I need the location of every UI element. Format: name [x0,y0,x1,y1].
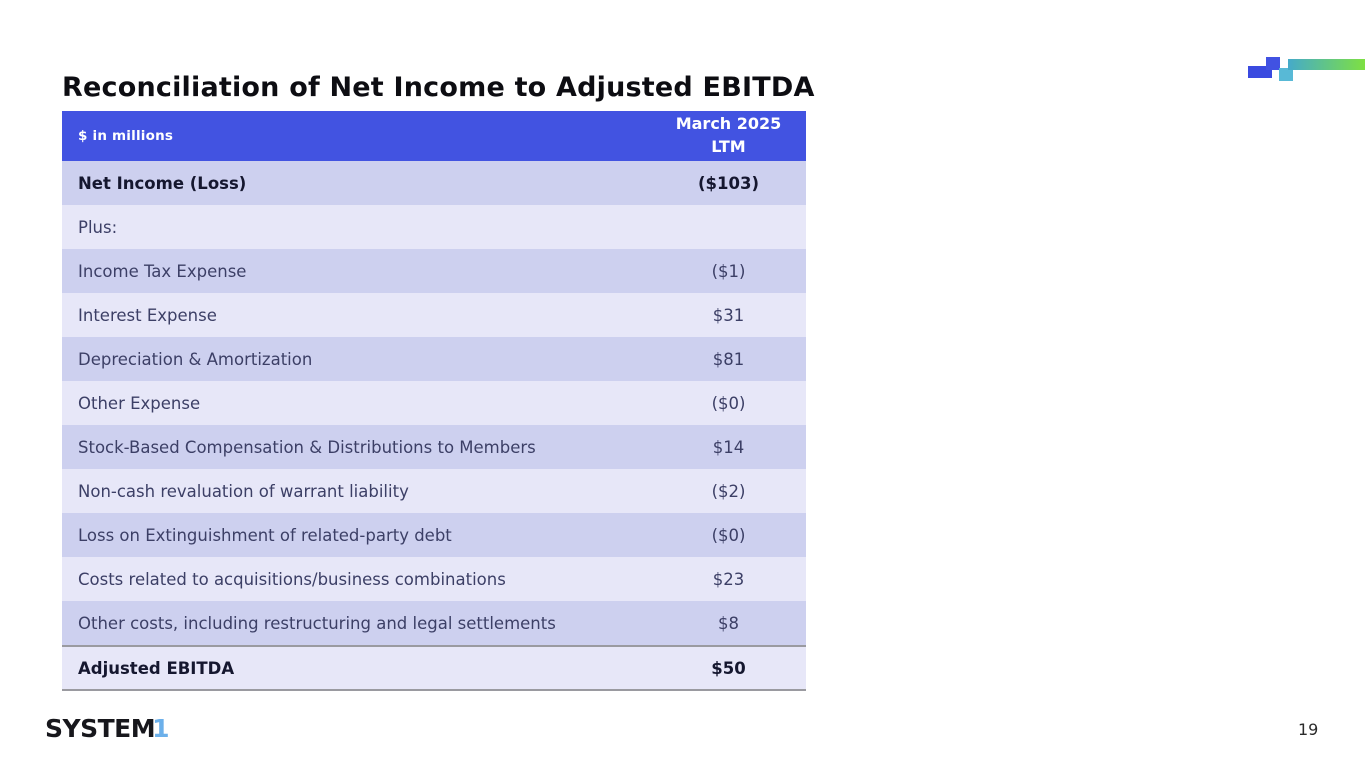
table-row: Non-cash revaluation of warrant liabilit… [62,469,806,513]
row-label: Loss on Extinguishment of related-party … [78,525,452,545]
row-label: Costs related to acquisitions/business c… [78,569,506,589]
table-row: Adjusted EBITDA $50 [62,645,806,691]
reconciliation-table: $ in millions March 2025 LTM Net Income … [62,111,806,691]
period-column-header: March 2025 LTM [651,113,806,158]
table-body: Net Income (Loss) ($103) Plus: Income Ta… [62,161,806,691]
row-value: $23 [712,569,745,589]
table-row: Other costs, including restructuring and… [62,601,806,645]
table-row: Loss on Extinguishment of related-party … [62,513,806,557]
row-value: ($103) [697,173,759,193]
period-line1: March 2025 [675,114,782,134]
period-line2: LTM [711,137,746,156]
table-row: Costs related to acquisitions/business c… [62,557,806,601]
row-label: Plus: [78,217,118,237]
page-title: Reconciliation of Net Income to Adjusted… [62,72,815,104]
table-row: Other Expense ($0) [62,381,806,425]
deco-teal-square [1279,68,1293,81]
row-value: $50 [711,658,746,678]
table-row: Interest Expense $31 [62,293,806,337]
deco-blue-rectangle [1248,66,1272,78]
row-label: Other Expense [78,393,201,413]
row-value: ($0) [711,393,746,413]
row-label: Adjusted EBITDA [78,658,235,678]
table-header-row: $ in millions March 2025 LTM [62,111,806,161]
row-value: ($2) [711,481,746,501]
row-value: $81 [712,349,745,369]
row-label: Depreciation & Amortization [78,349,313,369]
row-label: Stock-Based Compensation & Distributions… [78,437,536,457]
row-value: $14 [712,437,745,457]
row-value: $8 [718,613,739,633]
logo-text-black: SYSTEM [45,714,156,743]
row-label: Other costs, including restructuring and… [78,613,556,633]
row-value: $31 [712,305,745,325]
table-row: Plus: [62,205,806,249]
table-row: Net Income (Loss) ($103) [62,161,806,205]
page-number: 19 [1298,720,1319,739]
system1-logo: SYSTEM1 [45,714,170,743]
row-label: Net Income (Loss) [78,173,247,193]
table-row: Stock-Based Compensation & Distributions… [62,425,806,469]
row-label: Non-cash revaluation of warrant liabilit… [78,481,409,501]
deco-blue-square [1266,57,1280,70]
table-row: Depreciation & Amortization $81 [62,337,806,381]
deco-gradient-bar [1288,59,1365,70]
row-label: Income Tax Expense [78,261,247,281]
table-row: Income Tax Expense ($1) [62,249,806,293]
row-value: ($1) [711,261,746,281]
row-label: Interest Expense [78,305,217,325]
logo-text-blue: 1 [152,714,170,743]
units-label: $ in millions [78,128,174,144]
row-value: ($0) [711,525,746,545]
